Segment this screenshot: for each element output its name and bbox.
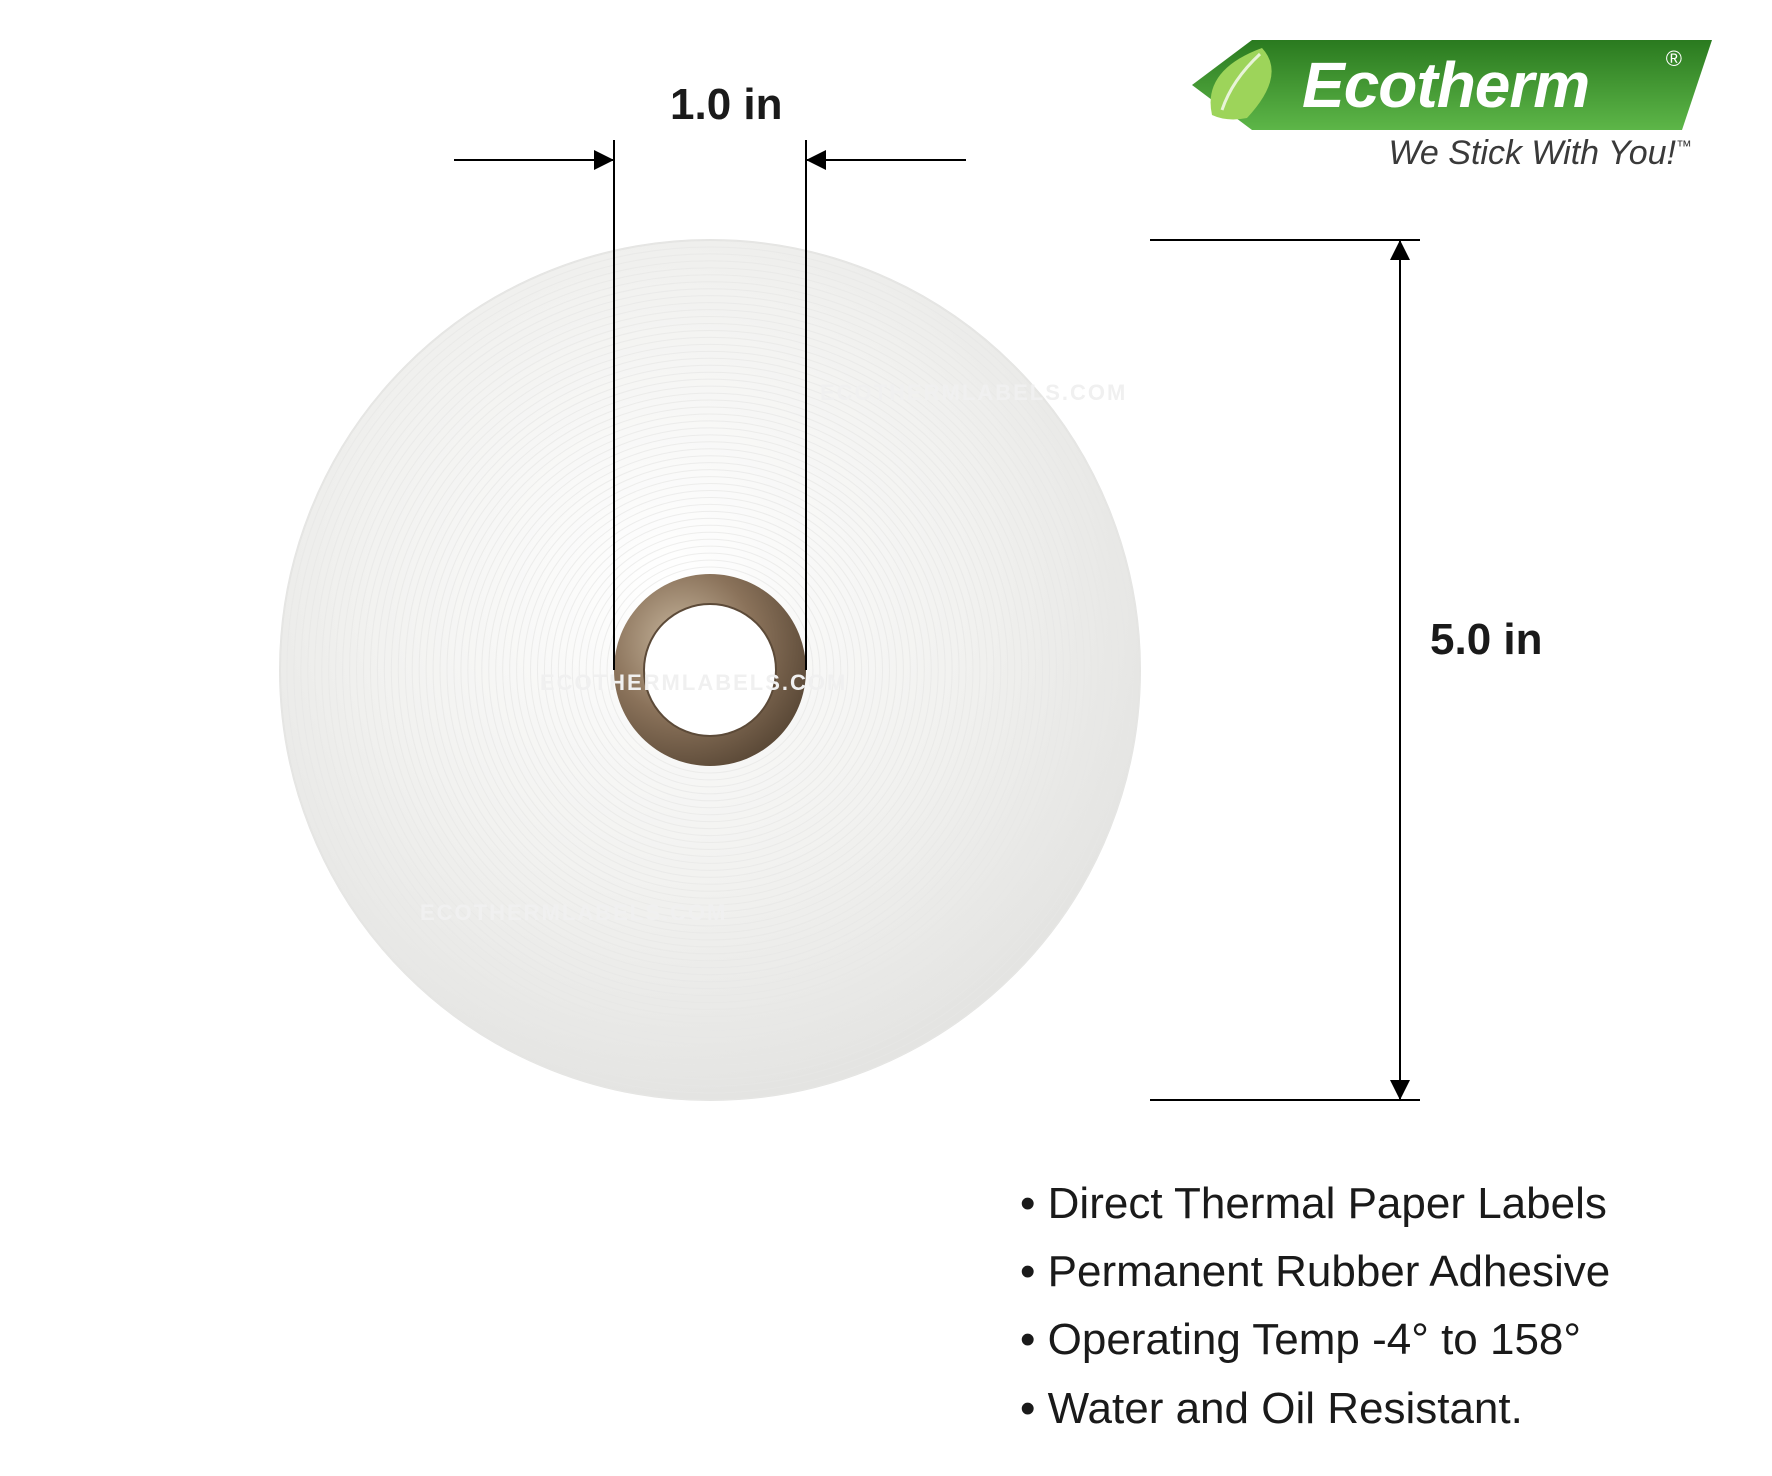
feature-bullet-item: Direct Thermal Paper Labels: [1020, 1170, 1610, 1238]
outer-diameter-label: 5.0 in: [1430, 615, 1543, 665]
watermark-text: ECOTHERMLABELS.COM: [820, 380, 1127, 406]
feature-bullet-item: Operating Temp -4° to 158°: [1020, 1306, 1610, 1374]
brand-logo: Ecotherm ® We Stick With You!™: [1192, 40, 1712, 173]
tagline-text: We Stick With You!: [1388, 134, 1676, 172]
trademark-mark: ™: [1676, 139, 1692, 156]
logo-brand-text: Ecotherm: [1302, 48, 1589, 122]
logo-banner: Ecotherm ®: [1192, 40, 1712, 130]
logo-tagline: We Stick With You!™: [1192, 134, 1712, 173]
logo-registered-mark: ®: [1666, 46, 1682, 72]
core-diameter-label: 1.0 in: [670, 80, 783, 130]
diagram-stage: ECOTHERMLABELS.COM ECOTHERMLABELS.COM ECOT…: [0, 0, 1772, 1476]
feature-bullet-item: Permanent Rubber Adhesive: [1020, 1238, 1610, 1306]
watermark-text: ECOTHERMLABELS.COM: [420, 900, 727, 926]
feature-bullet-item: Water and Oil Resistant.: [1020, 1375, 1610, 1443]
feature-bullets: Direct Thermal Paper LabelsPermanent Rub…: [1020, 1170, 1610, 1443]
watermark-text: ECOTHERMLABELS.COM: [540, 670, 847, 696]
